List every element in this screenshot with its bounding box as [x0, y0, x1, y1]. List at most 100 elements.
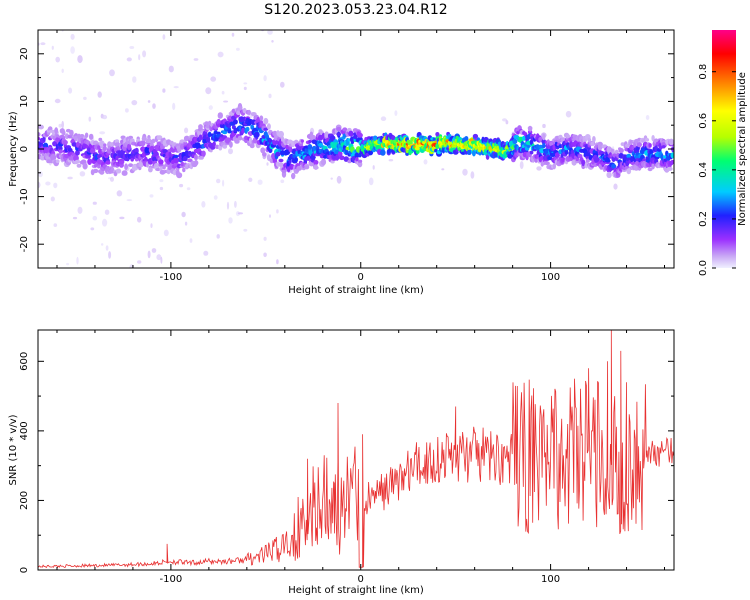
- spectral-cell: [222, 179, 225, 187]
- spectral-cell: [645, 115, 650, 120]
- spectral-cell: [221, 90, 225, 95]
- spectral-cell: [470, 171, 475, 179]
- spectral-cell: [253, 131, 260, 138]
- spectral-cell: [435, 143, 440, 150]
- colorbar-label: Normalized spectral amplitude: [737, 72, 748, 226]
- spectral-cell: [126, 57, 132, 62]
- spectral-cell: [304, 165, 310, 170]
- spectral-cell: [205, 87, 212, 95]
- spectral-cell: [116, 190, 123, 197]
- spectral-cell: [159, 166, 163, 171]
- spectral-cell: [248, 177, 253, 182]
- spectral-cell: [162, 34, 166, 40]
- spectral-cell: [260, 147, 266, 154]
- spectral-cell: [372, 165, 375, 170]
- spectral-cell: [408, 140, 413, 146]
- spectral-cell: [618, 147, 624, 154]
- spectral-cell: [224, 137, 231, 144]
- spectral-cell: [101, 243, 104, 246]
- spectral-cell: [243, 82, 248, 85]
- spectral-cell: [104, 209, 110, 215]
- spectral-cell: [670, 159, 674, 164]
- spectral-cell: [110, 176, 114, 182]
- spectral-cell: [115, 168, 122, 174]
- spectral-cell: [336, 132, 342, 137]
- spectral-cell: [543, 161, 550, 166]
- spectral-cell: [536, 166, 542, 171]
- spectral-cell: [276, 259, 279, 265]
- spectral-cell: [159, 179, 164, 183]
- colorbar-tick-label: 0.2: [698, 211, 709, 227]
- spectral-cell: [99, 131, 106, 135]
- spectral-cell: [227, 129, 232, 134]
- spectral-cell: [180, 143, 185, 150]
- spectral-cell: [45, 181, 51, 186]
- spectral-cell: [173, 86, 179, 89]
- spectral-cell: [585, 158, 590, 163]
- spectral-cell: [335, 154, 340, 161]
- spectral-cell: [232, 119, 238, 125]
- snr-plot-area: [38, 330, 674, 570]
- spectral-cell: [51, 45, 54, 50]
- spectral-cell: [203, 250, 209, 256]
- spectral-cell: [636, 146, 640, 151]
- spectral-cell: [256, 116, 260, 124]
- y-tick-label: 10: [19, 95, 30, 108]
- spectral-cell: [173, 157, 180, 164]
- spectral-cell: [105, 245, 109, 251]
- spectral-cell: [324, 131, 329, 138]
- spectral-cell: [464, 136, 469, 142]
- spectral-cell: [84, 132, 89, 138]
- spectral-cell: [330, 177, 333, 180]
- spectral-cell: [77, 206, 83, 214]
- y-tick-label: 600: [19, 352, 30, 371]
- spectral-cell: [149, 194, 154, 198]
- spectral-cell: [630, 155, 634, 163]
- spectral-cell: [159, 186, 164, 191]
- spectral-cell: [50, 196, 55, 202]
- spectral-cell: [300, 139, 304, 143]
- spectral-cell: [234, 200, 237, 208]
- spectral-cell: [313, 160, 319, 165]
- spectral-cell: [237, 135, 243, 141]
- spectral-cell: [189, 238, 193, 243]
- spectral-cell: [88, 133, 94, 140]
- spectral-cell: [208, 105, 213, 110]
- spectral-cell: [62, 130, 66, 136]
- spectral-cell: [54, 98, 61, 104]
- spectral-cell: [147, 100, 151, 103]
- spectral-cell: [76, 256, 79, 265]
- spectral-cell: [266, 162, 269, 166]
- spectral-cell: [278, 158, 284, 163]
- spectral-cell: [179, 183, 184, 188]
- spectral-cell: [380, 116, 387, 121]
- spectral-cell: [126, 199, 133, 202]
- spectral-cell: [38, 181, 41, 189]
- spectral-cell: [38, 132, 41, 137]
- spectral-cell: [238, 116, 245, 123]
- spectral-cell: [243, 86, 247, 91]
- spectral-cell: [472, 150, 476, 157]
- spectral-cell: [217, 112, 223, 119]
- spectral-cell: [92, 215, 98, 221]
- spectral-cell: [542, 123, 546, 129]
- y-tick-label: -20: [19, 236, 30, 252]
- spectral-cell: [87, 158, 92, 165]
- spectral-cell: [216, 178, 221, 184]
- spectral-cell: [611, 163, 616, 169]
- spectral-cell: [58, 146, 63, 151]
- spectral-cell: [267, 30, 273, 35]
- spectral-cell: [66, 262, 70, 266]
- spectral-cell: [217, 51, 224, 58]
- spectral-cell: [201, 201, 206, 208]
- spectral-cell: [79, 134, 85, 138]
- spectral-cell: [50, 153, 57, 161]
- snr-line: [38, 330, 674, 569]
- spectral-cell: [130, 157, 134, 162]
- spectral-cell: [53, 223, 58, 228]
- spectral-cell: [77, 55, 83, 64]
- spectral-cell: [241, 127, 245, 134]
- spectral-cell: [644, 138, 650, 142]
- spectral-cell: [414, 146, 421, 151]
